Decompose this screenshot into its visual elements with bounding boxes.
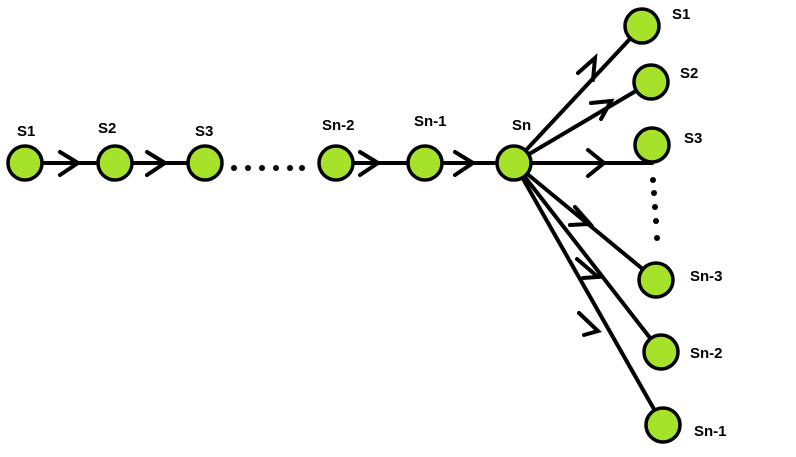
chain-labels: S1 S2 S3 Sn-2 Sn-1 Sn xyxy=(17,113,531,140)
label-fan-sn3: Sn-3 xyxy=(690,268,723,285)
node-fan-sn3 xyxy=(637,261,675,299)
ellipsis-dot xyxy=(653,218,659,224)
fan-edges xyxy=(512,24,665,427)
label-s1: S1 xyxy=(17,123,35,140)
label-sn: Sn xyxy=(512,117,531,134)
node-sn xyxy=(495,144,533,182)
arrow-head-fan-sn2 xyxy=(575,257,604,280)
label-fan-s2: S2 xyxy=(680,65,698,82)
label-sn1: Sn-1 xyxy=(414,113,447,130)
arrow-head-fan-s3 xyxy=(586,148,608,178)
ellipsis-dot xyxy=(245,165,251,171)
arrow-head-fan-s2 xyxy=(589,98,615,121)
arrow-head-sn1-sn xyxy=(453,150,477,177)
node-fan-sn1 xyxy=(644,406,682,444)
node-fan-s3 xyxy=(633,126,671,164)
ellipsis-dot xyxy=(652,204,658,210)
edge-sn-fan-sn3 xyxy=(512,161,658,282)
fan-nodes xyxy=(623,7,682,444)
edge-sn-fan-sn2 xyxy=(512,161,663,354)
fan-ellipsis xyxy=(650,177,660,241)
ellipsis-dot xyxy=(231,165,237,171)
arrow-head-fan-s1 xyxy=(576,53,598,82)
label-fan-s1: S1 xyxy=(672,6,690,23)
fan-labels: S1 S2 S3 Sn-3 Sn-2 Sn-1 xyxy=(672,6,727,440)
node-s3 xyxy=(186,144,224,182)
label-s3: S3 xyxy=(195,123,213,140)
edge-sn-fan-s1 xyxy=(512,24,644,165)
label-fan-sn2: Sn-2 xyxy=(690,345,723,362)
label-fan-sn1: Sn-1 xyxy=(694,423,727,440)
chain-nodes xyxy=(6,144,533,182)
arrow-heads xyxy=(58,53,615,337)
arrow-head-fan-sn1 xyxy=(577,311,602,337)
ellipsis-dot xyxy=(651,190,657,196)
label-fan-s3: S3 xyxy=(684,130,702,147)
ellipsis-dot xyxy=(259,165,265,171)
node-sn2 xyxy=(317,144,355,182)
node-fan-s1 xyxy=(623,7,661,45)
node-s2 xyxy=(96,144,134,182)
label-sn2: Sn-2 xyxy=(322,117,355,134)
ellipsis-dot xyxy=(287,165,293,171)
ellipsis-dot xyxy=(654,235,660,241)
ellipsis-dot xyxy=(650,177,656,183)
ellipsis-dot xyxy=(273,165,279,171)
arrow-head-fan-sn3 xyxy=(568,205,595,227)
node-fan-s2 xyxy=(632,63,670,101)
chain-ellipsis xyxy=(231,165,305,171)
ellipsis-dot xyxy=(299,165,305,171)
edge-sn-fan-s2 xyxy=(512,80,653,165)
arrow-head-s1-s2 xyxy=(58,150,82,177)
node-sn1 xyxy=(406,144,444,182)
node-fan-sn2 xyxy=(642,333,680,371)
label-s2: S2 xyxy=(98,120,116,137)
arrow-head-s2-s3 xyxy=(145,150,169,177)
node-s1 xyxy=(6,144,44,182)
edge-sn-fan-sn1 xyxy=(512,161,665,427)
arrow-head-sn2-sn1 xyxy=(358,150,382,177)
